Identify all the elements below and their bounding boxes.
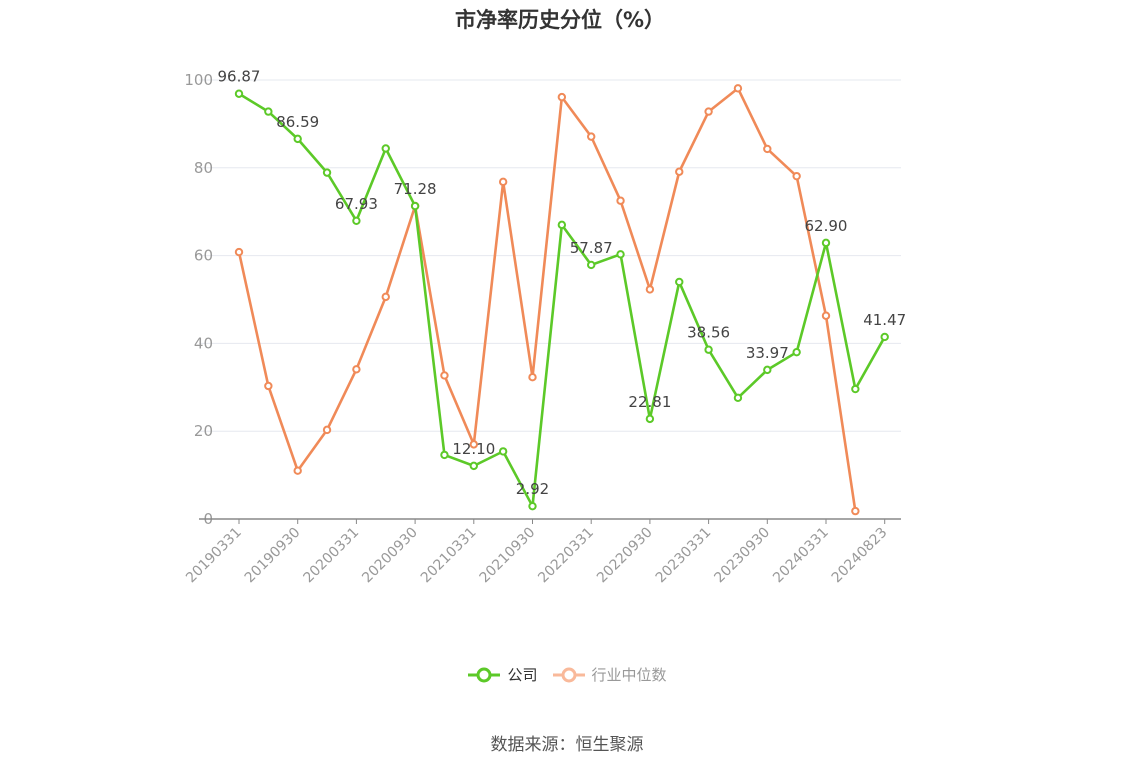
data-label: 41.47 <box>863 311 906 329</box>
data-point-industry-median <box>675 167 684 176</box>
series-layer <box>234 84 889 516</box>
data-label: 33.97 <box>746 344 789 362</box>
y-tick-label: 100 <box>184 71 213 89</box>
data-point-industry-median <box>381 292 390 302</box>
data-point-company <box>352 216 361 225</box>
data-label: 57.87 <box>570 239 613 257</box>
data-label: 67.93 <box>335 195 378 213</box>
x-tick-label: 20190331 <box>183 525 245 587</box>
data-point-company <box>469 461 478 471</box>
data-point-industry-median <box>587 132 596 141</box>
data-point-company <box>322 168 332 177</box>
data-point-industry-median <box>234 247 244 257</box>
legend-label-industry-median: 行业中位数 <box>591 666 667 684</box>
data-point-company <box>616 250 625 259</box>
data-point-company <box>587 260 596 270</box>
axis-layer: 0204060801002019033120190930202003312020… <box>183 71 901 586</box>
legend-item-company[interactable]: 公司 <box>467 664 538 685</box>
legend-swatch-industry-median-icon <box>552 667 585 682</box>
data-point-industry-median <box>704 107 713 116</box>
data-point-company <box>234 89 244 98</box>
y-tick-label: 20 <box>194 422 213 440</box>
data-label: 86.59 <box>276 113 319 131</box>
x-tick-label: 20200331 <box>301 525 363 587</box>
x-tick-label: 20200930 <box>359 525 421 587</box>
x-tick-label: 20220331 <box>535 525 597 587</box>
series-line-company <box>238 92 886 508</box>
data-label: 38.56 <box>687 324 730 342</box>
data-point-industry-median <box>440 371 449 380</box>
data-point-industry-median <box>264 381 273 391</box>
y-tick-label: 40 <box>194 334 213 352</box>
data-point-industry-median <box>557 92 567 102</box>
y-tick-label: 60 <box>194 247 213 265</box>
x-tick-label: 20210331 <box>418 525 480 587</box>
data-label-layer: 96.87 86.59 67.93 71.28 12.10 2.92 57.87 22.81 3… <box>218 68 907 498</box>
data-point-industry-median <box>851 506 860 516</box>
data-label: 96.87 <box>218 68 261 86</box>
x-tick-label: 20230331 <box>653 525 715 587</box>
legend-swatch-company-icon <box>468 667 501 682</box>
x-tick-label: 20220930 <box>594 525 656 587</box>
data-point-industry-median <box>322 425 332 435</box>
data-point-company <box>410 201 420 211</box>
data-point-company <box>528 501 537 511</box>
legend-item-industry-median[interactable]: 行业中位数 <box>552 664 667 685</box>
data-point-industry-median <box>792 171 801 181</box>
data-point-company <box>498 447 508 456</box>
data-point-company <box>264 107 273 116</box>
data-label: 62.90 <box>805 217 848 235</box>
source-note: 数据来源：恒生聚源 <box>490 735 644 755</box>
data-label: 2.92 <box>516 480 549 498</box>
data-label: 71.28 <box>394 180 437 198</box>
legend-label-company: 公司 <box>507 666 538 684</box>
data-point-industry-median <box>645 285 655 294</box>
x-tick-label: 20240823 <box>829 525 891 587</box>
data-point-company <box>675 277 684 287</box>
grid-layer <box>199 79 901 432</box>
data-label: 22.81 <box>628 393 671 411</box>
data-label: 12.10 <box>452 440 495 458</box>
chart-title: 市净率历史分位（%） <box>454 8 666 32</box>
data-point-company <box>733 393 743 403</box>
data-point-industry-median <box>498 177 508 187</box>
x-tick-label: 20210930 <box>477 525 539 587</box>
x-tick-label: 20240331 <box>770 525 832 587</box>
data-point-industry-median <box>763 144 772 154</box>
data-point-company <box>381 144 390 153</box>
data-point-company <box>293 134 302 144</box>
data-point-company <box>557 220 567 230</box>
data-point-company <box>821 238 831 248</box>
data-point-company <box>440 450 449 460</box>
data-point-industry-median <box>352 365 361 374</box>
data-point-company <box>851 384 860 394</box>
data-point-industry-median <box>616 196 625 205</box>
y-tick-label: 80 <box>194 159 213 177</box>
data-point-industry-median <box>821 311 831 320</box>
legend: 公司 行业中位数 <box>0 664 1134 685</box>
x-tick-label: 20230930 <box>711 525 773 587</box>
series-line-industry-median <box>237 87 857 512</box>
data-point-company <box>880 332 889 342</box>
data-point-company <box>792 347 801 357</box>
x-tick-label: 20190930 <box>242 525 304 587</box>
data-point-industry-median <box>469 440 478 449</box>
data-point-company <box>645 414 655 424</box>
data-point-company <box>763 365 772 375</box>
data-point-industry-median <box>733 84 743 93</box>
data-point-industry-median <box>293 466 302 475</box>
data-point-industry-median <box>528 373 537 382</box>
data-point-company <box>704 345 713 354</box>
